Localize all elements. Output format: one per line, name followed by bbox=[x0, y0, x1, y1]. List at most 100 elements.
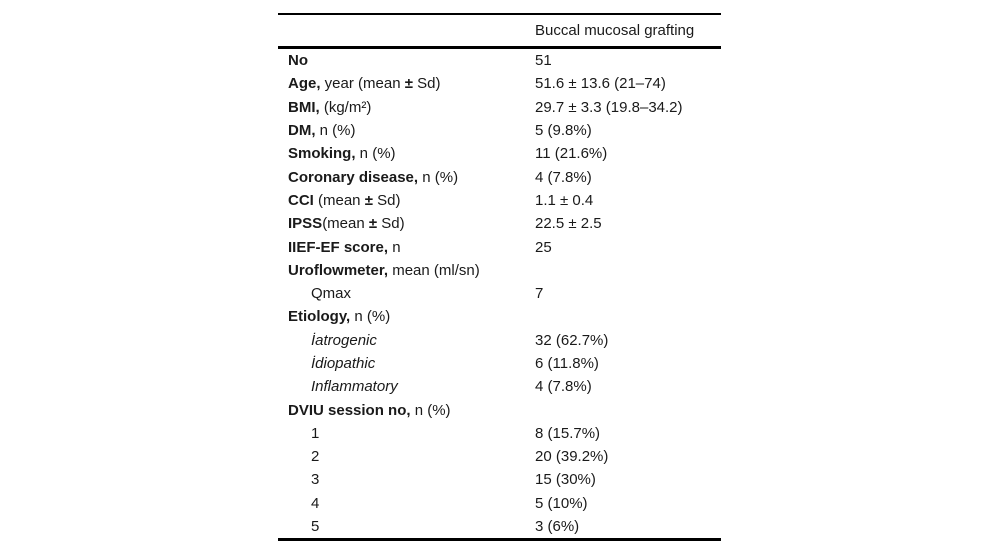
row-label: Uroflowmeter, mean (ml/sn) bbox=[278, 263, 535, 278]
row-value: 3 (6%) bbox=[535, 518, 580, 536]
row-value: 5 (9.8%) bbox=[535, 122, 592, 140]
row-value: 6 (11.8%) bbox=[535, 355, 599, 372]
header-separator-rule bbox=[278, 46, 721, 49]
table-row: IPSS(mean ± Sd) 22.5 ± 2.5 bbox=[278, 212, 721, 235]
row-value: 8 (15.7%) bbox=[535, 424, 601, 442]
label-segment: 2 bbox=[311, 448, 320, 466]
label-segment: ± bbox=[364, 191, 373, 209]
table-top-rule bbox=[278, 13, 721, 15]
row-value: 51 bbox=[535, 52, 552, 70]
table-row: İdiopathic 6 (11.8%) bbox=[278, 352, 721, 375]
row-label: İdiopathic bbox=[278, 356, 535, 371]
table-row: Qmax 7 bbox=[278, 282, 721, 305]
label-segment: ± bbox=[368, 215, 378, 233]
table-row: Age, year (mean ± Sd) 51.6 ± 13.6 (21–74… bbox=[278, 72, 721, 95]
label-segment: Smoking, bbox=[288, 145, 356, 163]
table-row: DM, n (%) 5 (9.8%) bbox=[278, 119, 721, 142]
row-value: 1.1 ± 0.4 bbox=[535, 191, 594, 209]
label-segment: Inflammatory bbox=[311, 378, 398, 396]
row-label: CCI (mean ± Sd) bbox=[278, 193, 535, 208]
row-label: 1 bbox=[278, 426, 535, 441]
table-row: BMI, (kg/m²) 29.7 ± 3.3 (19.8–34.2) bbox=[278, 96, 721, 119]
row-value: 20 (39.2%) bbox=[535, 448, 609, 466]
row-label: Age, year (mean ± Sd) bbox=[278, 76, 535, 91]
label-segment: n (%) bbox=[418, 168, 459, 186]
row-value: 25 bbox=[535, 238, 552, 256]
label-segment: Sd) bbox=[412, 75, 441, 93]
label-segment: (mean bbox=[322, 215, 369, 233]
row-value: 5 (10%) bbox=[535, 494, 588, 512]
label-segment: IIEF-EF score, bbox=[288, 238, 389, 256]
table-row: No 51 bbox=[278, 49, 721, 72]
label-segment: year (mean bbox=[320, 75, 405, 93]
row-label: IIEF-EF score, n bbox=[278, 240, 535, 255]
patient-characteristics-table: Buccal mucosal grafting No 51 Age, year … bbox=[278, 13, 721, 542]
table-row: 2 20 (39.2%) bbox=[278, 445, 721, 468]
label-segment: n (%) bbox=[315, 122, 356, 140]
table-row: Coronary disease, n (%) 4 (7.8%) bbox=[278, 165, 721, 188]
label-segment: BMI, bbox=[288, 98, 320, 116]
row-value: 32 (62.7%) bbox=[535, 331, 609, 349]
label-segment: DVIU session no, bbox=[288, 401, 411, 419]
table-row: 3 15 (30%) bbox=[278, 468, 721, 491]
label-segment: CCI bbox=[288, 191, 314, 209]
label-segment: 1 bbox=[311, 424, 320, 442]
row-label: Inflammatory bbox=[278, 379, 535, 394]
table-row: İatrogenic 32 (62.7%) bbox=[278, 329, 721, 352]
label-segment: mean (ml/sn) bbox=[388, 261, 480, 279]
table-row: Uroflowmeter, mean (ml/sn) bbox=[278, 259, 721, 282]
label-segment: Coronary disease, bbox=[288, 168, 419, 186]
table-row: 5 3 (6%) bbox=[278, 515, 721, 538]
label-segment: 4 bbox=[311, 494, 320, 512]
label-segment: Qmax bbox=[311, 285, 352, 303]
row-value: 15 (30%) bbox=[535, 471, 596, 489]
row-label: Qmax bbox=[278, 286, 535, 301]
table-row: Etiology, n (%) bbox=[278, 305, 721, 328]
label-segment: Uroflowmeter, bbox=[288, 261, 389, 279]
label-segment: 5 bbox=[311, 518, 320, 536]
row-label: 2 bbox=[278, 449, 535, 464]
label-segment: n (%) bbox=[410, 401, 451, 419]
label-segment: n (%) bbox=[355, 145, 396, 163]
label-segment: Sd) bbox=[372, 191, 401, 209]
row-value: 11 (21.6%) bbox=[535, 145, 608, 163]
row-label: BMI, (kg/m²) bbox=[278, 100, 535, 115]
row-value: 7 bbox=[535, 285, 544, 303]
table-row: 1 8 (15.7%) bbox=[278, 422, 721, 445]
label-segment: n bbox=[388, 238, 401, 256]
row-label: Coronary disease, n (%) bbox=[278, 170, 535, 185]
table-row: Inflammatory 4 (7.8%) bbox=[278, 375, 721, 398]
table-body: No 51 Age, year (mean ± Sd) 51.6 ± 13.6 … bbox=[278, 49, 721, 538]
label-segment: Etiology, bbox=[288, 308, 351, 326]
table-row: IIEF-EF score, n 25 bbox=[278, 235, 721, 258]
row-value: 51.6 ± 13.6 (21–74) bbox=[535, 75, 666, 93]
row-value: 22.5 ± 2.5 bbox=[535, 215, 602, 233]
label-segment: 3 bbox=[311, 471, 320, 489]
label-segment: No bbox=[288, 52, 308, 70]
label-segment: ± bbox=[404, 75, 413, 93]
table-row: CCI (mean ± Sd) 1.1 ± 0.4 bbox=[278, 189, 721, 212]
row-label: İatrogenic bbox=[278, 333, 535, 348]
row-label: 3 bbox=[278, 472, 535, 487]
row-value: 4 (7.8%) bbox=[535, 168, 592, 186]
label-segment: İdiopathic bbox=[311, 355, 376, 372]
label-segment: Age, bbox=[288, 75, 321, 93]
row-label: 4 bbox=[278, 496, 535, 511]
table-row: 4 5 (10%) bbox=[278, 492, 721, 515]
row-label: IPSS(mean ± Sd) bbox=[278, 216, 535, 231]
table-row: DVIU session no, n (%) bbox=[278, 398, 721, 421]
row-label: DM, n (%) bbox=[278, 123, 535, 138]
row-label: DVIU session no, n (%) bbox=[278, 403, 535, 418]
label-segment: n (%) bbox=[350, 308, 391, 326]
label-segment: (kg/m²) bbox=[319, 98, 372, 116]
row-value: 4 (7.8%) bbox=[535, 378, 592, 396]
row-label: Etiology, n (%) bbox=[278, 309, 535, 324]
label-segment: IPSS bbox=[288, 215, 323, 233]
label-segment: (mean bbox=[313, 191, 365, 209]
row-value: 29.7 ± 3.3 (19.8–34.2) bbox=[535, 98, 683, 116]
table-bottom-rule bbox=[278, 538, 721, 542]
row-label: No bbox=[278, 53, 535, 68]
row-label: 5 bbox=[278, 519, 535, 534]
label-segment: Sd) bbox=[377, 215, 405, 233]
